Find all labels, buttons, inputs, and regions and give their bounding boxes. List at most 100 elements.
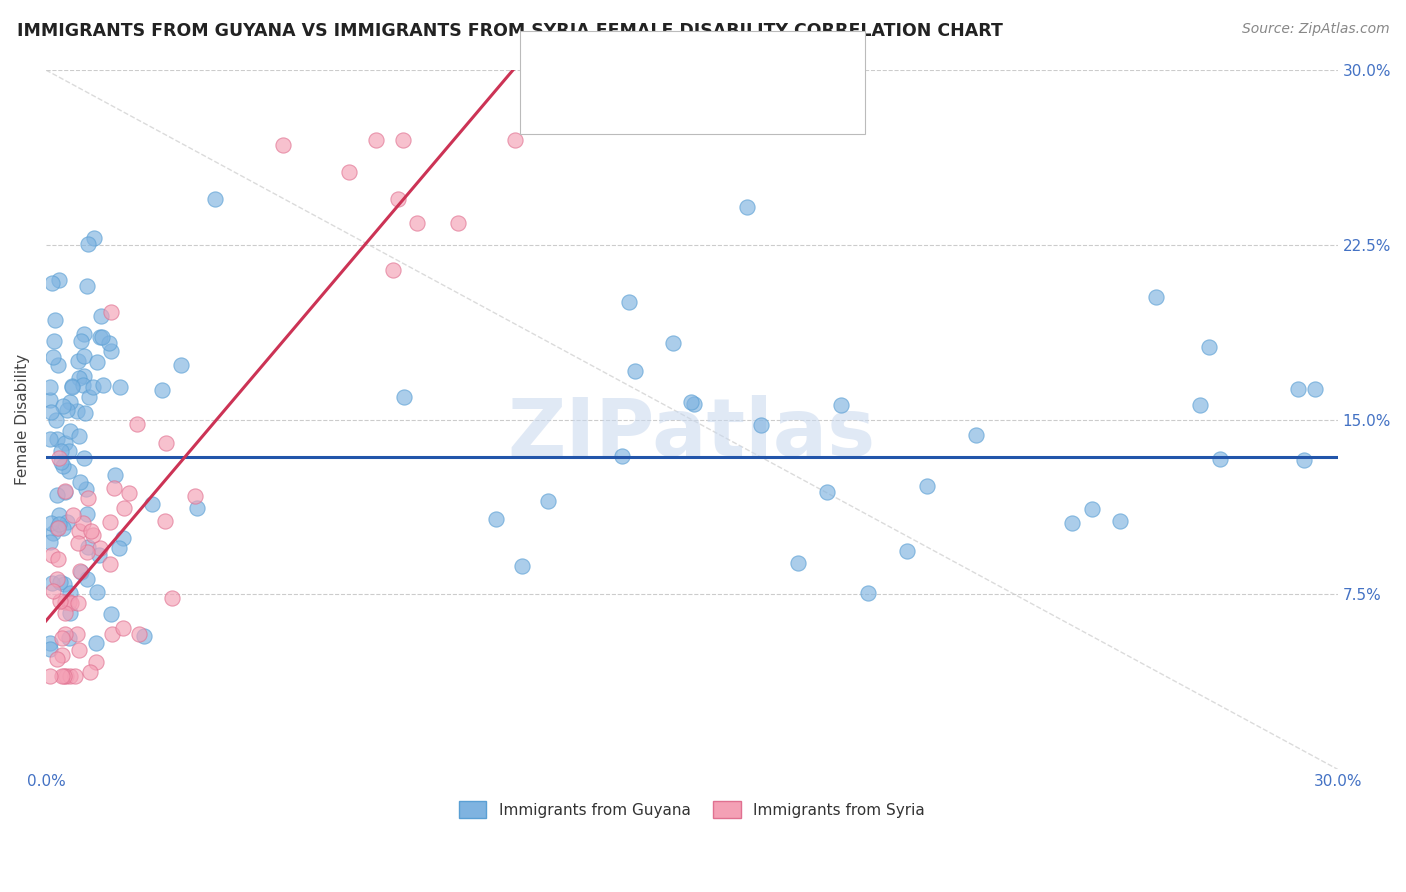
Point [69,334,91,348]
Text: R =   0.547  N = 60: R = 0.547 N = 60 [593,92,800,110]
Point [48,273,70,287]
Point [42,334,65,348]
Point [1081,502,1104,516]
Point [155,436,177,450]
Text: ZIPatlas: ZIPatlas [508,394,876,473]
Point [1109,515,1132,529]
Point [53,436,76,450]
Point [97,335,120,350]
Point [41,548,63,562]
Point [45,413,67,427]
Point [62,508,84,523]
Point [44,313,66,327]
Point [76,572,98,586]
Point [48,521,70,535]
Point [67,524,90,538]
Point [39,516,62,530]
Point [90,310,112,324]
Point [184,489,207,503]
Point [67,642,90,657]
Point [59,596,82,610]
Point [134,629,156,643]
Point [58,464,80,478]
Point [79,665,101,679]
Point [69,564,91,578]
Point [485,512,508,526]
Point [46,488,69,502]
Point [536,493,558,508]
Point [153,514,176,528]
Point [55,669,77,683]
Point [108,541,131,556]
Point [91,330,114,344]
Point [662,335,685,350]
Point [60,379,83,393]
Point [623,364,645,378]
Point [612,449,634,463]
Point [46,572,69,586]
Point [48,508,70,522]
Point [737,201,759,215]
Point [394,390,416,404]
Y-axis label: Female Disability: Female Disability [15,354,30,485]
Point [337,165,360,179]
Point [503,133,526,147]
Point [1062,516,1084,530]
Point [89,549,111,563]
Point [39,636,62,650]
Point [447,216,470,230]
Point [51,632,73,646]
Point [271,137,294,152]
Point [46,520,69,534]
Point [53,669,76,683]
Point [55,483,77,498]
Point [72,450,94,465]
Point [67,429,90,443]
Point [141,497,163,511]
Point [84,655,107,669]
Point [896,543,918,558]
Point [59,585,82,599]
Point [63,669,86,683]
Point [93,377,115,392]
Point [72,350,94,364]
Point [1292,453,1315,467]
Bar [548,49,582,79]
Point [1189,398,1212,412]
Point [1303,382,1326,396]
Point [76,237,98,252]
Point [41,525,63,540]
Point [382,263,405,277]
Point [76,545,98,559]
Point [53,606,76,620]
Point [86,585,108,599]
Point [45,432,67,446]
Point [786,557,808,571]
Point [51,648,73,663]
Point [108,380,131,394]
Point [100,558,122,572]
Point [75,483,97,497]
Point [86,355,108,369]
Point [66,404,89,418]
Point [112,501,135,516]
Point [39,642,62,657]
Point [103,481,125,495]
Point [49,454,72,468]
Point [104,468,127,483]
Point [66,626,89,640]
Point [59,606,82,620]
Point [1198,340,1220,354]
Point [72,516,94,530]
Point [89,541,111,556]
Point [56,515,79,529]
Point [204,192,226,206]
Point [67,353,90,368]
Point [53,594,76,608]
Point [58,631,80,645]
Point [679,395,702,409]
Point [915,479,938,493]
Point [55,403,77,417]
Point [42,584,65,599]
Point [80,524,103,538]
